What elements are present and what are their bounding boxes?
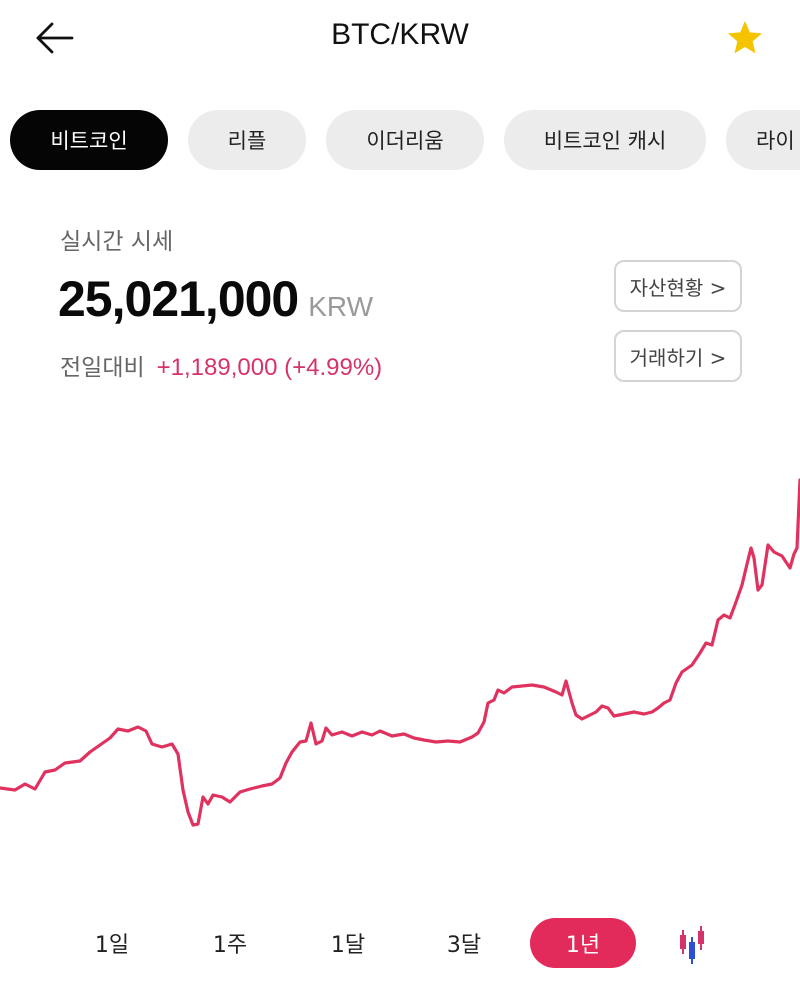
star-icon xyxy=(728,21,762,54)
range-tab-3m[interactable]: 3달 xyxy=(446,933,482,958)
realtime-price-label: 실시간 시세 xyxy=(60,229,174,255)
coin-tab-bitcoin-cash[interactable]: 비트코인 캐시 xyxy=(504,110,706,170)
coin-tabs: 비트코인 리플 이더리움 비트코인 캐시 라이 xyxy=(0,110,800,170)
range-tab-1d[interactable]: 1일 xyxy=(94,933,130,958)
favorite-button[interactable] xyxy=(724,18,766,58)
price-line xyxy=(0,478,800,827)
price-unit: KRW xyxy=(308,291,374,322)
top-bar: BTC/KRW xyxy=(0,0,800,80)
range-tab-1w[interactable]: 1주 xyxy=(212,933,248,958)
coin-tab-ethereum[interactable]: 이더리움 xyxy=(326,110,484,170)
range-tab-1y[interactable]: 1년 xyxy=(530,918,636,968)
trade-button[interactable]: 거래하기 > xyxy=(614,330,742,382)
coin-tab-litecoin[interactable]: 라이 xyxy=(726,110,800,170)
back-button[interactable] xyxy=(34,18,78,58)
change-row: 전일대비 +1,189,000 (+4.99%) xyxy=(60,348,382,382)
change-label: 전일대비 xyxy=(60,355,145,381)
range-tab-1m[interactable]: 1달 xyxy=(330,933,366,958)
price-row: 25,021,000 KRW xyxy=(58,270,373,328)
coin-tab-bitcoin[interactable]: 비트코인 xyxy=(10,110,168,170)
page-title: BTC/KRW xyxy=(331,18,469,51)
candlestick-icon xyxy=(680,926,704,964)
coin-tab-ripple[interactable]: 리플 xyxy=(188,110,306,170)
price-value: 25,021,000 xyxy=(58,271,299,327)
range-tabs: 1일 1주 1달 3달 1년 xyxy=(0,918,800,972)
change-value: +1,189,000 (+4.99%) xyxy=(156,354,383,381)
arrow-left-icon xyxy=(36,22,74,54)
assets-button[interactable]: 자산현황 > xyxy=(614,260,742,312)
price-line-chart[interactable] xyxy=(0,440,800,870)
chart-type-button[interactable] xyxy=(676,924,710,966)
